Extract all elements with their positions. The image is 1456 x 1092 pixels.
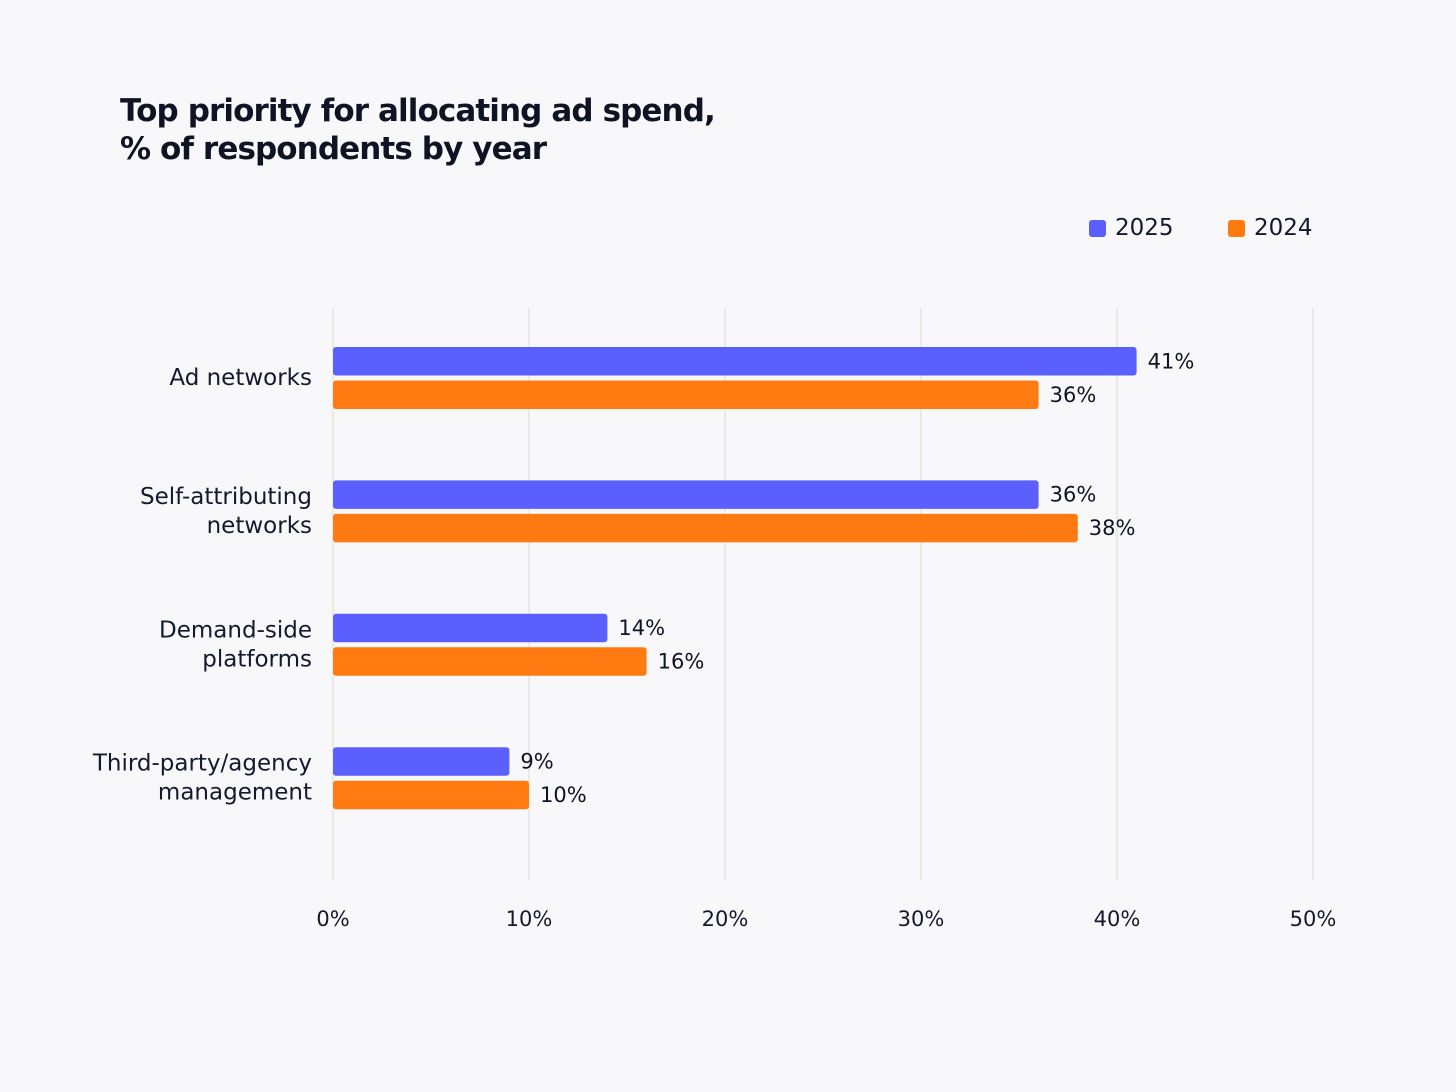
legend-item-2024: 2024 <box>1228 212 1313 244</box>
category-label-2-line-0: Demand-side <box>159 617 312 643</box>
data-label-2025-0: 41% <box>1148 349 1195 373</box>
x-tick-label-1: 10% <box>506 907 553 931</box>
x-tick-label-2: 20% <box>702 907 749 931</box>
data-label-2025-2: 14% <box>618 616 665 640</box>
category-label-3-line-1: management <box>158 780 312 806</box>
data-label-2024-2: 16% <box>658 650 705 674</box>
category-label-0-line-0: Ad networks <box>169 365 312 391</box>
x-tick-label-3: 30% <box>898 907 945 931</box>
category-label-1-line-0: Self-attributing <box>140 484 312 510</box>
bar-2024-2 <box>333 647 647 676</box>
bar-2024-0 <box>333 380 1039 409</box>
bar-2025-3 <box>333 747 510 776</box>
data-label-2024-1: 38% <box>1089 516 1136 540</box>
chart-title: Top priority for allocating ad spend, % … <box>120 92 716 168</box>
x-tick-label-5: 50% <box>1290 907 1337 931</box>
bar-2025-0 <box>333 347 1137 376</box>
category-label-2-line-1: platforms <box>202 646 312 672</box>
category-label-3-line-0: Third-party/agency <box>92 751 312 777</box>
x-tick-label-4: 40% <box>1094 907 1141 931</box>
category-label-1-line-1: networks <box>207 513 312 539</box>
bar-2024-1 <box>333 513 1078 543</box>
bar-2025-2 <box>333 613 608 643</box>
legend-label-2025: 2025 <box>1115 215 1174 241</box>
bar-2024-3 <box>333 780 529 810</box>
legend-item-2025: 2025 <box>1089 212 1174 244</box>
legend-swatch-2024 <box>1228 219 1245 237</box>
bar-2025-1 <box>333 480 1039 509</box>
data-label-2024-0: 36% <box>1050 383 1097 407</box>
data-label-2024-3: 10% <box>540 783 587 807</box>
legend-swatch-2025 <box>1089 219 1106 237</box>
data-label-2025-3: 9% <box>520 749 553 773</box>
x-tick-label-0: 0% <box>316 907 349 931</box>
legend-label-2024: 2024 <box>1254 215 1313 241</box>
data-label-2025-1: 36% <box>1050 483 1097 507</box>
chart-title-line-2: % of respondents by year <box>120 131 547 167</box>
chart-title-line-1: Top priority for allocating ad spend, <box>120 93 716 129</box>
